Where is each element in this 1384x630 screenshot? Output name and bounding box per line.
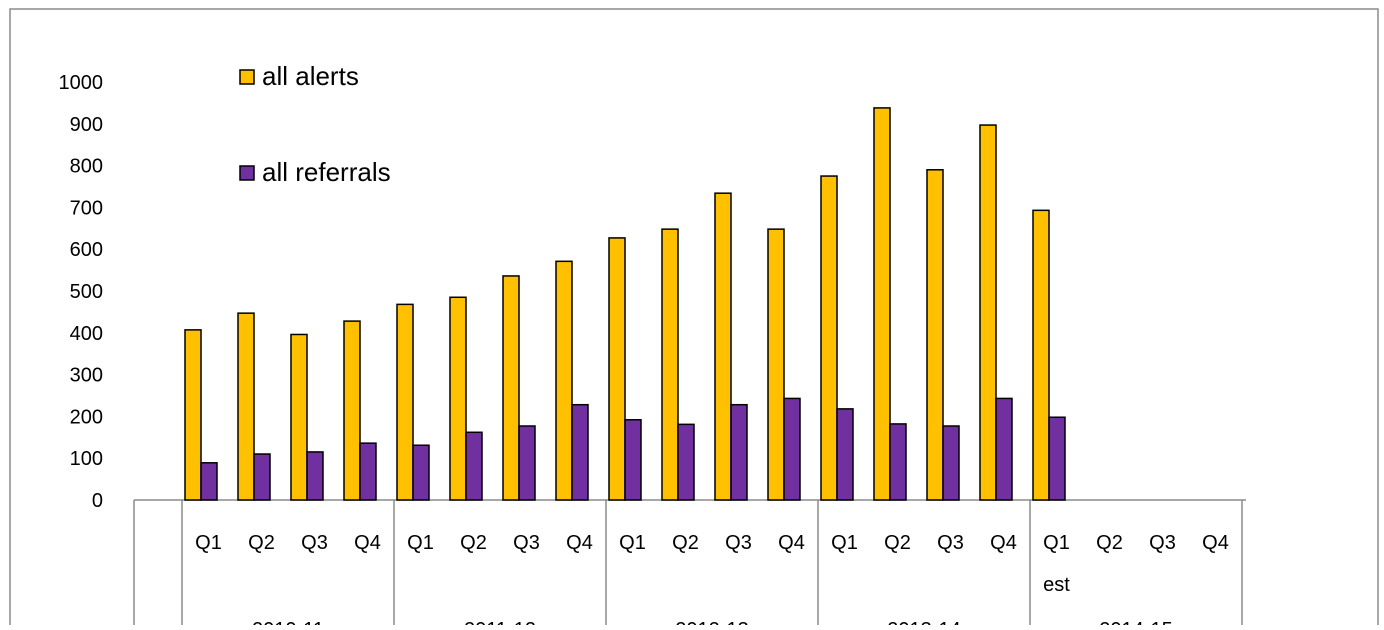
x-tick-label: Q4: [354, 532, 381, 554]
bar-all-referrals: [200, 462, 218, 501]
x-tick-label: Q4: [566, 532, 593, 554]
y-axis: 0 100 200 300 400 500 600 700 800 900 1000: [59, 72, 104, 512]
legend-label: all referrals: [262, 157, 391, 187]
x-tick-label: Q1: [619, 532, 646, 554]
y-tick-label: 600: [70, 239, 103, 261]
bar-all-alerts: [290, 333, 308, 501]
y-tick-label: 300: [70, 365, 103, 387]
bar-all-alerts: [502, 275, 520, 501]
bar-all-alerts: [979, 124, 997, 501]
y-tick-label: 100: [70, 448, 103, 470]
x-tick-label: Q4: [990, 532, 1017, 554]
x-group-label: 2010-11: [252, 619, 324, 625]
x-tick-label: Q1: [1043, 532, 1070, 554]
x-tick-label: Q2: [248, 532, 275, 554]
bars: [184, 107, 1066, 501]
legend-swatch: [239, 69, 255, 85]
x-group-label: 2012-13: [675, 619, 748, 625]
bar-all-referrals: [889, 423, 907, 501]
y-tick-label: 900: [70, 114, 103, 136]
bar-all-referrals: [995, 397, 1013, 501]
bar-all-referrals: [624, 418, 642, 501]
bar-all-referrals: [730, 403, 748, 501]
y-tick-label: 1000: [59, 72, 104, 94]
bar-all-referrals: [412, 444, 430, 501]
bar-all-referrals: [518, 425, 536, 501]
y-tick-label: 800: [70, 156, 103, 178]
x-group-label: 2011-12: [464, 619, 536, 625]
legend-label: all alerts: [262, 61, 359, 91]
y-tick-label: 700: [70, 197, 103, 219]
x-tick-label: Q3: [513, 532, 540, 554]
bar-all-referrals: [942, 425, 960, 501]
x-group-label: 2014-15: [1099, 619, 1172, 625]
bar-all-alerts: [184, 329, 202, 501]
bar-all-alerts: [873, 107, 891, 501]
x-tick-label: Q4: [1202, 532, 1229, 554]
x-tick-label: Q2: [884, 532, 911, 554]
bar-all-referrals: [253, 453, 271, 501]
bar-all-referrals: [783, 397, 801, 501]
x-tick-label: Q3: [301, 532, 328, 554]
x-tick-label: Q3: [937, 532, 964, 554]
bar-all-alerts: [343, 320, 361, 501]
legend-swatch: [239, 165, 255, 181]
x-tick-label: Q3: [1149, 532, 1176, 554]
bar-all-alerts: [926, 169, 944, 501]
bar-all-referrals: [1048, 416, 1066, 501]
x-tick-label: Q1: [831, 532, 858, 554]
bar-all-alerts: [767, 228, 785, 501]
bar-all-alerts: [714, 192, 732, 501]
x-tick-label: Q2: [460, 532, 487, 554]
bar-all-alerts: [555, 260, 573, 501]
bar-all-alerts: [237, 312, 255, 501]
bar-all-referrals: [571, 403, 589, 501]
x-group-label: 2013-14: [887, 619, 960, 625]
bar-all-alerts: [1032, 209, 1050, 501]
y-tick-label: 500: [70, 281, 103, 303]
y-tick-label: 200: [70, 406, 103, 428]
bar-all-referrals: [836, 408, 854, 501]
bar-all-referrals: [465, 431, 483, 501]
bar-all-alerts: [661, 228, 679, 501]
x-tick-note: est: [1043, 574, 1070, 596]
bar-all-alerts: [608, 237, 626, 501]
x-tick-label: Q1: [407, 532, 434, 554]
bar-all-referrals: [677, 423, 695, 501]
x-tick-label: Q3: [725, 532, 752, 554]
x-tick-label: Q4: [778, 532, 805, 554]
y-tick-label: 400: [70, 323, 103, 345]
bar-all-referrals: [306, 451, 324, 501]
bar-all-alerts: [449, 296, 467, 501]
x-tick-label: Q1: [195, 532, 222, 554]
bar-all-alerts: [396, 303, 414, 501]
legend: all alerts all referrals: [239, 61, 391, 187]
bar-all-alerts: [820, 175, 838, 501]
bar-all-referrals: [359, 442, 377, 501]
x-tick-label: Q2: [672, 532, 699, 554]
x-tick-label: Q2: [1096, 532, 1123, 554]
y-tick-label: 0: [92, 490, 103, 512]
